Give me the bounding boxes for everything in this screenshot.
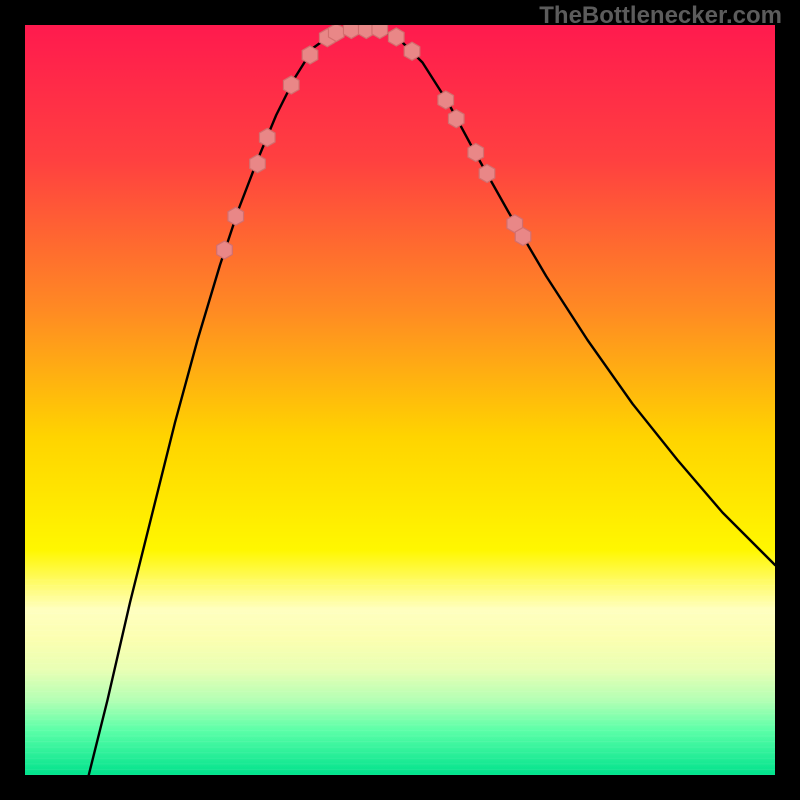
gradient-background bbox=[25, 25, 775, 775]
data-marker bbox=[217, 241, 233, 259]
data-marker bbox=[283, 76, 299, 94]
watermark-text: TheBottlenecker.com bbox=[539, 2, 782, 30]
data-marker bbox=[468, 144, 484, 162]
data-marker bbox=[515, 228, 531, 246]
data-marker bbox=[448, 110, 464, 128]
data-marker bbox=[302, 46, 318, 64]
data-marker bbox=[438, 91, 454, 109]
data-marker bbox=[404, 42, 420, 60]
data-marker bbox=[228, 207, 244, 225]
data-marker bbox=[479, 165, 495, 183]
outer-frame: TheBottlenecker.com bbox=[0, 0, 800, 800]
data-marker bbox=[250, 155, 266, 173]
plot-area bbox=[25, 25, 775, 775]
data-marker bbox=[328, 25, 344, 42]
data-marker bbox=[259, 129, 275, 147]
chart-svg bbox=[25, 25, 775, 775]
data-marker bbox=[388, 28, 404, 46]
